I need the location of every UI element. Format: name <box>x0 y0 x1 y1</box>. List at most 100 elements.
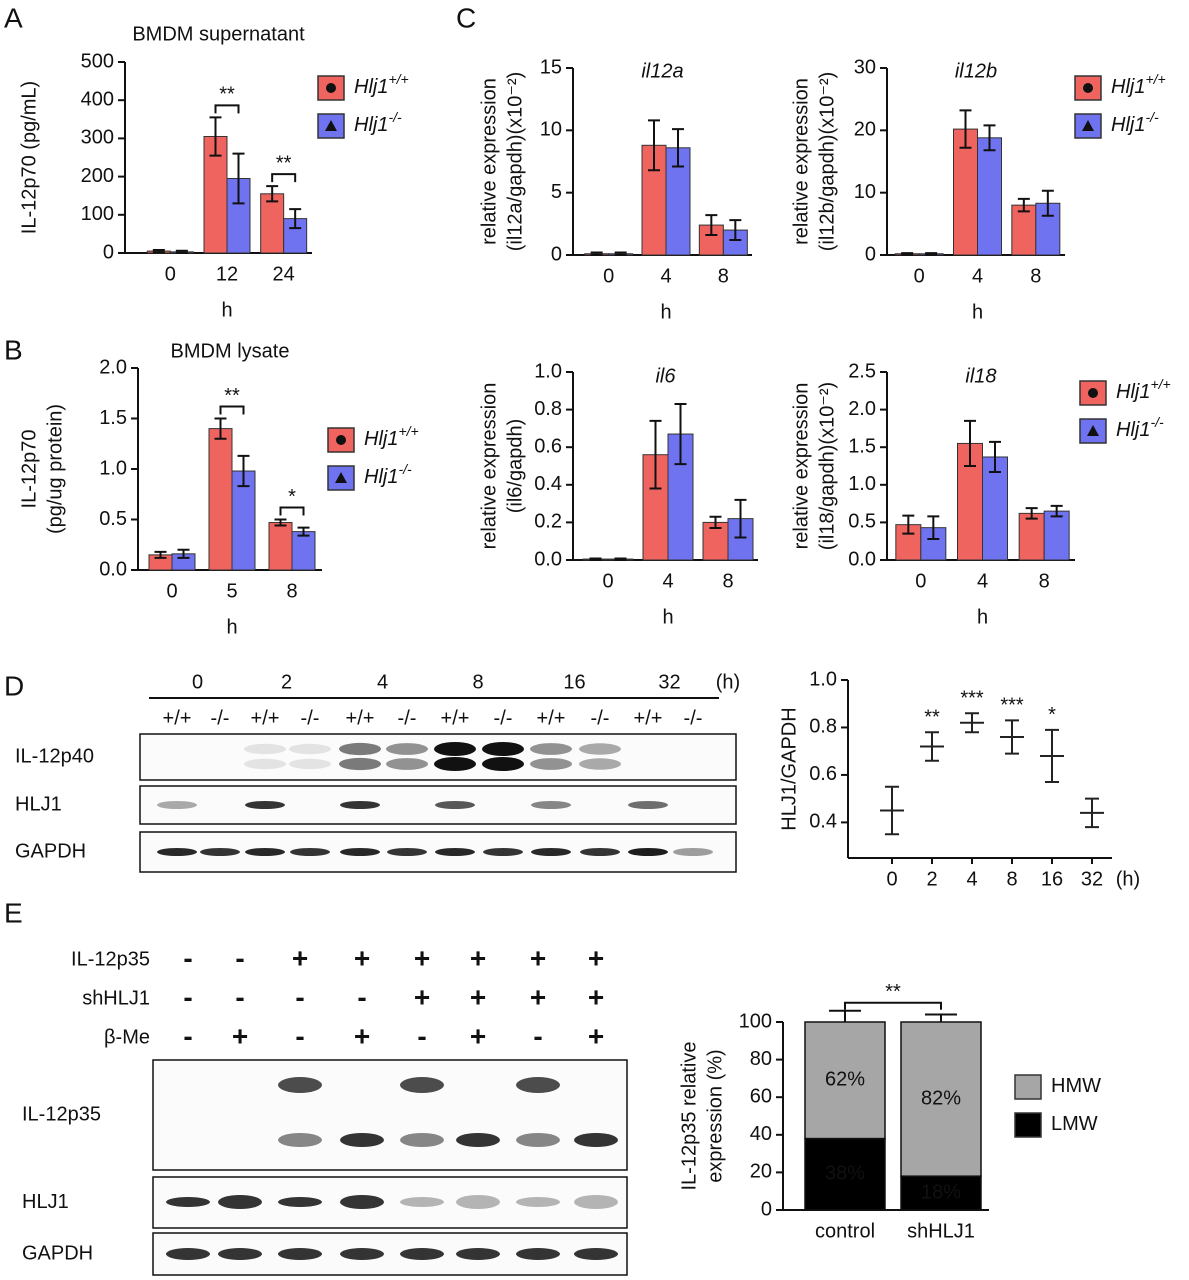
y-tick-label: 10 <box>854 181 876 203</box>
blot-band <box>400 1133 444 1147</box>
y-tick-label: 1.0 <box>848 473 876 495</box>
blot-band <box>200 848 240 856</box>
y-axis-label: (il12b/gapdh)(x10⁻²) <box>816 72 838 252</box>
bar-segment <box>900 1021 982 1177</box>
y-axis-label: relative expression <box>478 383 500 550</box>
bar <box>291 531 316 571</box>
significance-label: ** <box>219 84 235 106</box>
y-tick-label: 1.5 <box>848 435 876 457</box>
legend-label: Hlj1+/+ <box>1111 71 1166 99</box>
error-bar <box>1041 189 1054 217</box>
significance-bracket <box>844 1001 942 1010</box>
blot-band <box>386 743 428 755</box>
blot-frame <box>152 1059 628 1171</box>
error-bar <box>927 515 940 540</box>
x-tick-label: 8 <box>718 265 729 287</box>
legend-marker <box>1087 425 1099 436</box>
legend-swatch <box>327 465 355 491</box>
error-bar <box>674 402 687 466</box>
y-tick-label: 80 <box>750 1048 772 1070</box>
condition-sign: + <box>414 942 430 973</box>
legend-name: Hlj1 <box>1116 381 1150 403</box>
condition-sign: + <box>354 942 370 973</box>
x-tick-label: 0 <box>165 263 176 285</box>
legend-marker <box>335 472 347 483</box>
panel-label: B <box>4 334 23 365</box>
x-tick-label: 4 <box>660 265 671 287</box>
bar <box>1043 510 1070 561</box>
blot-band <box>245 801 285 809</box>
y-axis-label: expression (%) <box>704 1049 726 1182</box>
blot-band <box>400 1197 444 1207</box>
blot-band <box>244 743 286 755</box>
legend-name: LMW <box>1051 1113 1098 1135</box>
condition-sign: + <box>530 981 546 1012</box>
error-bar <box>237 454 250 488</box>
x-axis-unit: (h) <box>1116 868 1140 890</box>
y-axis-label: (il12a/gapdh)(x10⁻²) <box>504 72 526 252</box>
blot-band <box>278 1133 322 1147</box>
y-tick-label: 100 <box>81 203 114 225</box>
panel-label: E <box>4 897 23 928</box>
bar <box>1011 204 1037 256</box>
genotype-label: +/+ <box>441 707 470 729</box>
blot-band <box>435 848 475 856</box>
y-tick-label: 0.4 <box>809 811 837 833</box>
y-axis-label: HLJ1/GAPDH <box>778 707 800 830</box>
blot-band <box>628 801 668 809</box>
condition-sign: + <box>470 981 486 1012</box>
condition-sign: + <box>530 942 546 973</box>
legend-superscript: +/+ <box>388 71 408 87</box>
legend-name: Hlj1 <box>364 466 398 488</box>
blot-band <box>516 1248 560 1260</box>
y-tick-label: 0.8 <box>809 716 837 738</box>
blot-band <box>166 1248 210 1260</box>
error-bar <box>1045 728 1059 784</box>
significance-label: *** <box>1000 695 1024 717</box>
legend-name: HMW <box>1051 1075 1101 1097</box>
error-bar <box>154 550 167 559</box>
legend-superscript: -/- <box>388 109 402 125</box>
condition-sign: - <box>235 942 244 973</box>
y-axis-label: IL-12p35 relative <box>678 1042 700 1191</box>
value-label: 62% <box>825 1069 865 1091</box>
y-tick-label: 1.5 <box>99 407 127 429</box>
legend-label: Hlj1+/+ <box>1116 376 1171 404</box>
y-axis-label: relative expression <box>790 78 812 245</box>
time-label: 16 <box>563 671 585 693</box>
legend-superscript: -/- <box>1145 109 1159 125</box>
genotype-label: -/- <box>211 707 230 729</box>
legend-label: Hlj1-/- <box>364 461 412 489</box>
y-tick-label: 0 <box>761 1198 772 1220</box>
y-tick-label: 0.5 <box>848 511 876 533</box>
blot-band <box>574 1133 618 1147</box>
error-bar <box>1085 797 1099 829</box>
legend-superscript: -/- <box>1150 414 1164 430</box>
blot-band <box>574 1248 618 1260</box>
error-bar <box>902 514 915 535</box>
y-tick-label: 0.6 <box>534 435 562 457</box>
legend-name: Hlj1 <box>354 114 388 136</box>
panel-label: D <box>4 670 24 701</box>
y-tick-label: 0.2 <box>534 511 562 533</box>
y-tick-label: 2.0 <box>99 356 127 378</box>
error-bar <box>648 119 660 172</box>
significance-bracket <box>214 104 240 114</box>
value-label: 82% <box>921 1087 961 1109</box>
value-label: 18% <box>921 1181 961 1203</box>
blot-band <box>278 1248 322 1260</box>
x-axis-label: h <box>662 606 673 628</box>
blot-band <box>434 757 476 771</box>
error-bar <box>209 116 222 157</box>
x-axis-label: h <box>660 301 671 323</box>
condition-label: β-Me <box>104 1026 150 1048</box>
blot-band <box>579 743 621 755</box>
x-tick-label: 4 <box>977 570 988 592</box>
significance-label: ** <box>276 152 292 174</box>
error-bar <box>1005 719 1019 755</box>
legend-name: Hlj1 <box>1111 76 1145 98</box>
x-tick-label: 2 <box>926 868 937 890</box>
legend-superscript: +/+ <box>1145 71 1165 87</box>
significance-label: ** <box>924 706 940 728</box>
genotype-label: -/- <box>398 707 417 729</box>
